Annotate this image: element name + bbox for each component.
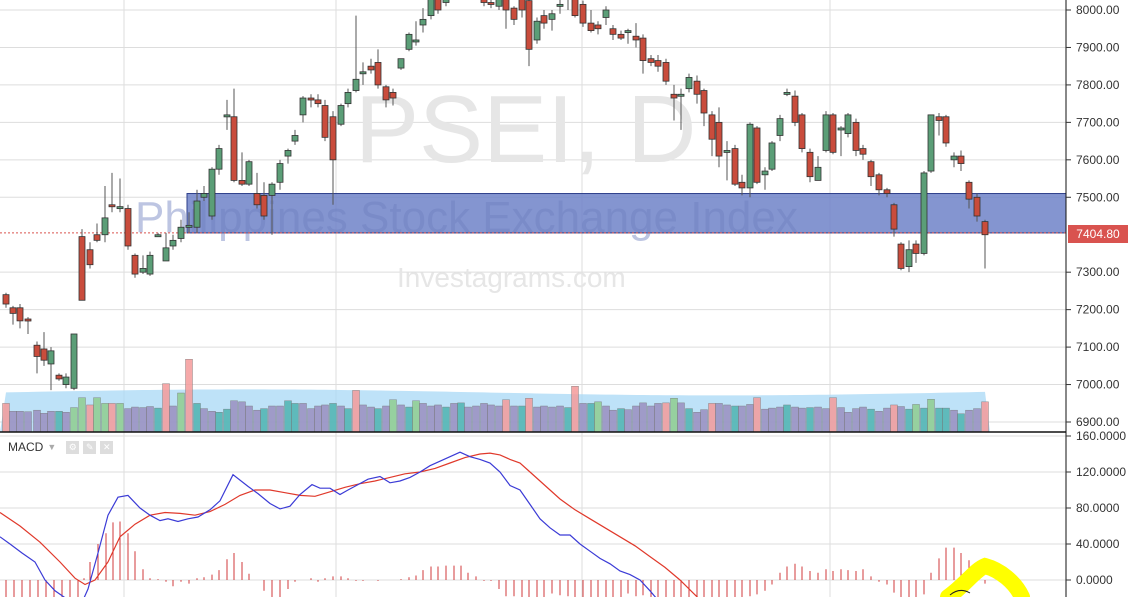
chevron-down-icon[interactable]: ▼ — [47, 442, 57, 452]
svg-text:160.0000: 160.0000 — [1076, 429, 1126, 443]
settings-icon[interactable]: ⚙ — [66, 440, 80, 454]
macd-legend: MACD ▼ ⚙ ✎ ✕ — [8, 440, 114, 454]
macd-plot — [0, 451, 986, 597]
svg-text:7800.00: 7800.00 — [1076, 78, 1120, 92]
svg-text:80.0000: 80.0000 — [1076, 501, 1120, 515]
watermarks: PSEI, D — [355, 76, 696, 183]
subtitle-watermark: Philippines Stock Exchange Index — [135, 193, 798, 242]
volume-bars — [0, 359, 990, 433]
svg-text:7100.00: 7100.00 — [1076, 340, 1120, 354]
svg-text:6900.00: 6900.00 — [1076, 415, 1120, 429]
last-price-tag: 7404.80 — [1068, 225, 1128, 243]
svg-text:7900.00: 7900.00 — [1076, 40, 1120, 54]
svg-text:7000.00: 7000.00 — [1076, 378, 1120, 392]
svg-text:120.0000: 120.0000 — [1076, 465, 1126, 479]
close-icon[interactable]: ✕ — [100, 440, 114, 454]
subtitle-watermark-group: Philippines Stock Exchange Index Investa… — [135, 193, 798, 293]
svg-text:0.0000: 0.0000 — [1076, 573, 1113, 587]
svg-text:40.0000: 40.0000 — [1076, 537, 1120, 551]
yellow-annotation — [940, 557, 1030, 597]
format-icon[interactable]: ✎ — [83, 440, 97, 454]
svg-text:7500.00: 7500.00 — [1076, 190, 1120, 204]
site-watermark: Investagrams.com — [397, 262, 626, 293]
svg-text:7200.00: 7200.00 — [1076, 303, 1120, 317]
svg-text:7300.00: 7300.00 — [1076, 265, 1120, 279]
svg-text:8000.00: 8000.00 — [1076, 3, 1120, 17]
candlesticks — [2, 0, 989, 391]
svg-text:7600.00: 7600.00 — [1076, 153, 1120, 167]
macd-label: MACD — [8, 440, 44, 454]
svg-text:7700.00: 7700.00 — [1076, 115, 1120, 129]
price-axis[interactable]: 8000.00 7900.00 7800.00 7700.00 7600.00 7500.… — [1066, 3, 1126, 587]
symbol-watermark: PSEI, D — [355, 76, 696, 183]
